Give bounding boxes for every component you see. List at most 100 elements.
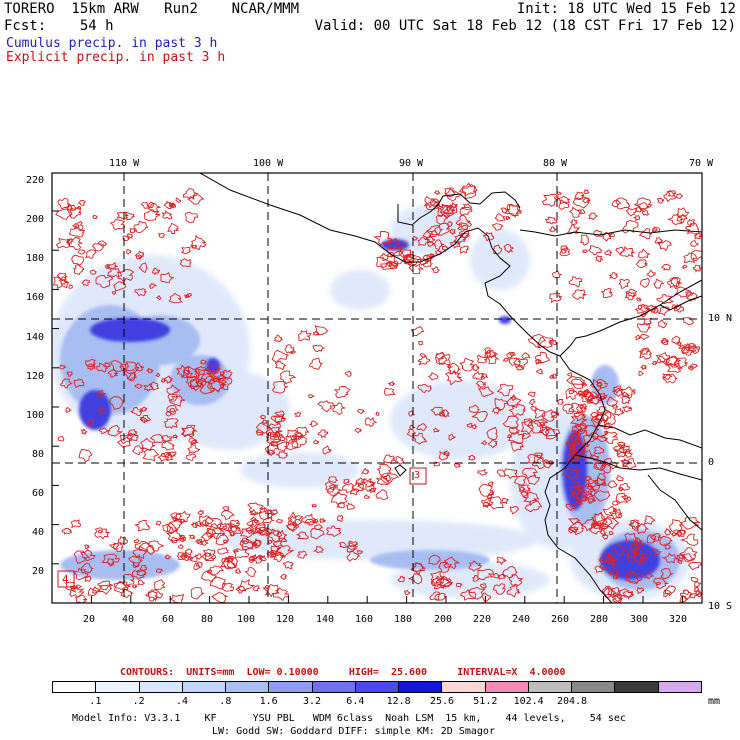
forecast-hour: Fcst: 54 h — [4, 19, 114, 33]
precip-contour — [75, 223, 80, 229]
precip-contour — [252, 518, 260, 525]
precip-contour — [423, 195, 440, 209]
colombia-border — [597, 424, 702, 449]
precip-contour — [387, 380, 396, 387]
precip-contour — [684, 222, 700, 236]
precip-contour — [565, 440, 577, 448]
precip-contour — [272, 433, 279, 438]
precip-contour — [504, 205, 522, 217]
precip-contour — [209, 377, 228, 392]
precip-contour — [638, 228, 652, 239]
precip-contour — [266, 528, 283, 543]
precip-contour — [689, 593, 698, 599]
precip-contour — [657, 197, 665, 204]
precip-contour — [422, 259, 434, 268]
precip-contour — [471, 575, 480, 582]
precip-contour — [539, 421, 546, 426]
precip-contour — [505, 216, 511, 221]
precip-contour — [518, 484, 531, 493]
precip-contour — [274, 431, 284, 441]
precip-contour — [435, 351, 451, 366]
precip-contour — [150, 381, 160, 391]
precip-contour — [589, 378, 603, 392]
yucatan-coast — [397, 191, 521, 226]
precip-contour — [108, 396, 125, 410]
precip-contour — [643, 515, 656, 525]
precip-contour — [646, 269, 656, 278]
precip-contour — [635, 523, 650, 535]
precip-contour — [200, 359, 207, 365]
precip-contour — [624, 292, 636, 301]
precip-contour — [544, 428, 561, 440]
precip-contour — [544, 216, 558, 225]
precip-contour — [80, 562, 94, 574]
init-time: Init: 18 UTC Wed 15 Feb 12 — [516, 1, 736, 17]
precip-contour — [667, 276, 682, 290]
x-tick: 200 — [434, 614, 453, 625]
lon-label-70w: 70 W — [689, 158, 714, 169]
precip-contour — [658, 319, 668, 329]
precip-contour — [615, 492, 629, 504]
precip-contour — [666, 189, 677, 197]
explicit-legend: Explicit precip. in past 3 h — [6, 50, 226, 65]
precip-contour — [134, 520, 151, 532]
precip-contour — [471, 410, 488, 423]
precip-contour — [129, 227, 138, 234]
x-tick: 60 — [162, 614, 175, 625]
precip-contour — [481, 372, 489, 380]
precip-contour — [640, 364, 647, 370]
precip-contour — [655, 581, 661, 586]
precip-contour — [98, 427, 110, 435]
precip-contour — [270, 415, 287, 424]
precip-contour — [155, 568, 163, 574]
precip-contour — [131, 584, 139, 589]
precip-contour — [377, 463, 392, 478]
precip-contour — [200, 373, 217, 384]
precip-contour — [132, 545, 148, 559]
precip-contour — [298, 329, 312, 341]
precip-contour — [297, 550, 308, 559]
precip-contour — [169, 594, 185, 603]
valid-time: Valid: 00 UTC Sat 18 Feb 12 (18 CST Fri … — [314, 18, 736, 34]
precip-contour — [485, 349, 499, 359]
precip-contour — [417, 384, 432, 394]
precip-contour — [508, 426, 520, 434]
precip-contour — [312, 345, 326, 353]
precip-contour — [438, 562, 452, 573]
precip-contour — [182, 188, 198, 201]
precip-contour — [661, 339, 669, 346]
precip-contour — [506, 394, 522, 407]
precip-contour — [171, 516, 180, 523]
precip-contour — [160, 271, 175, 284]
precip-contour — [444, 187, 456, 198]
y-tick: 100 — [26, 410, 45, 421]
precip-contour — [660, 568, 674, 580]
precip-contour — [569, 485, 583, 496]
precip-contour — [678, 344, 687, 350]
precip-contour — [131, 569, 147, 580]
colorbar-unit: mm — [708, 696, 721, 707]
precip-contour — [163, 375, 174, 384]
precip-contour — [182, 366, 199, 379]
precip-contour — [438, 411, 446, 417]
precip-contour — [81, 279, 91, 287]
precip-contour — [677, 559, 683, 564]
precip-contour — [96, 362, 110, 373]
precip-contour — [197, 509, 204, 516]
precip-contour — [568, 276, 583, 288]
precip-contour — [57, 436, 65, 442]
precip-contour — [607, 587, 622, 598]
precip-contour — [372, 231, 393, 246]
precip-contour — [335, 502, 345, 509]
precip-contour — [685, 290, 694, 297]
colorbar-label: 3.2 — [302, 696, 322, 707]
fcst-value: 54 h — [79, 18, 114, 34]
precip-contour — [193, 365, 207, 377]
precip-contour — [217, 547, 229, 555]
precip-contour — [190, 586, 206, 600]
precip-contour — [211, 592, 228, 603]
precip-contour — [155, 295, 162, 301]
precip-contour — [167, 222, 179, 234]
precip-contour — [223, 557, 231, 564]
precip-contour — [436, 575, 454, 588]
